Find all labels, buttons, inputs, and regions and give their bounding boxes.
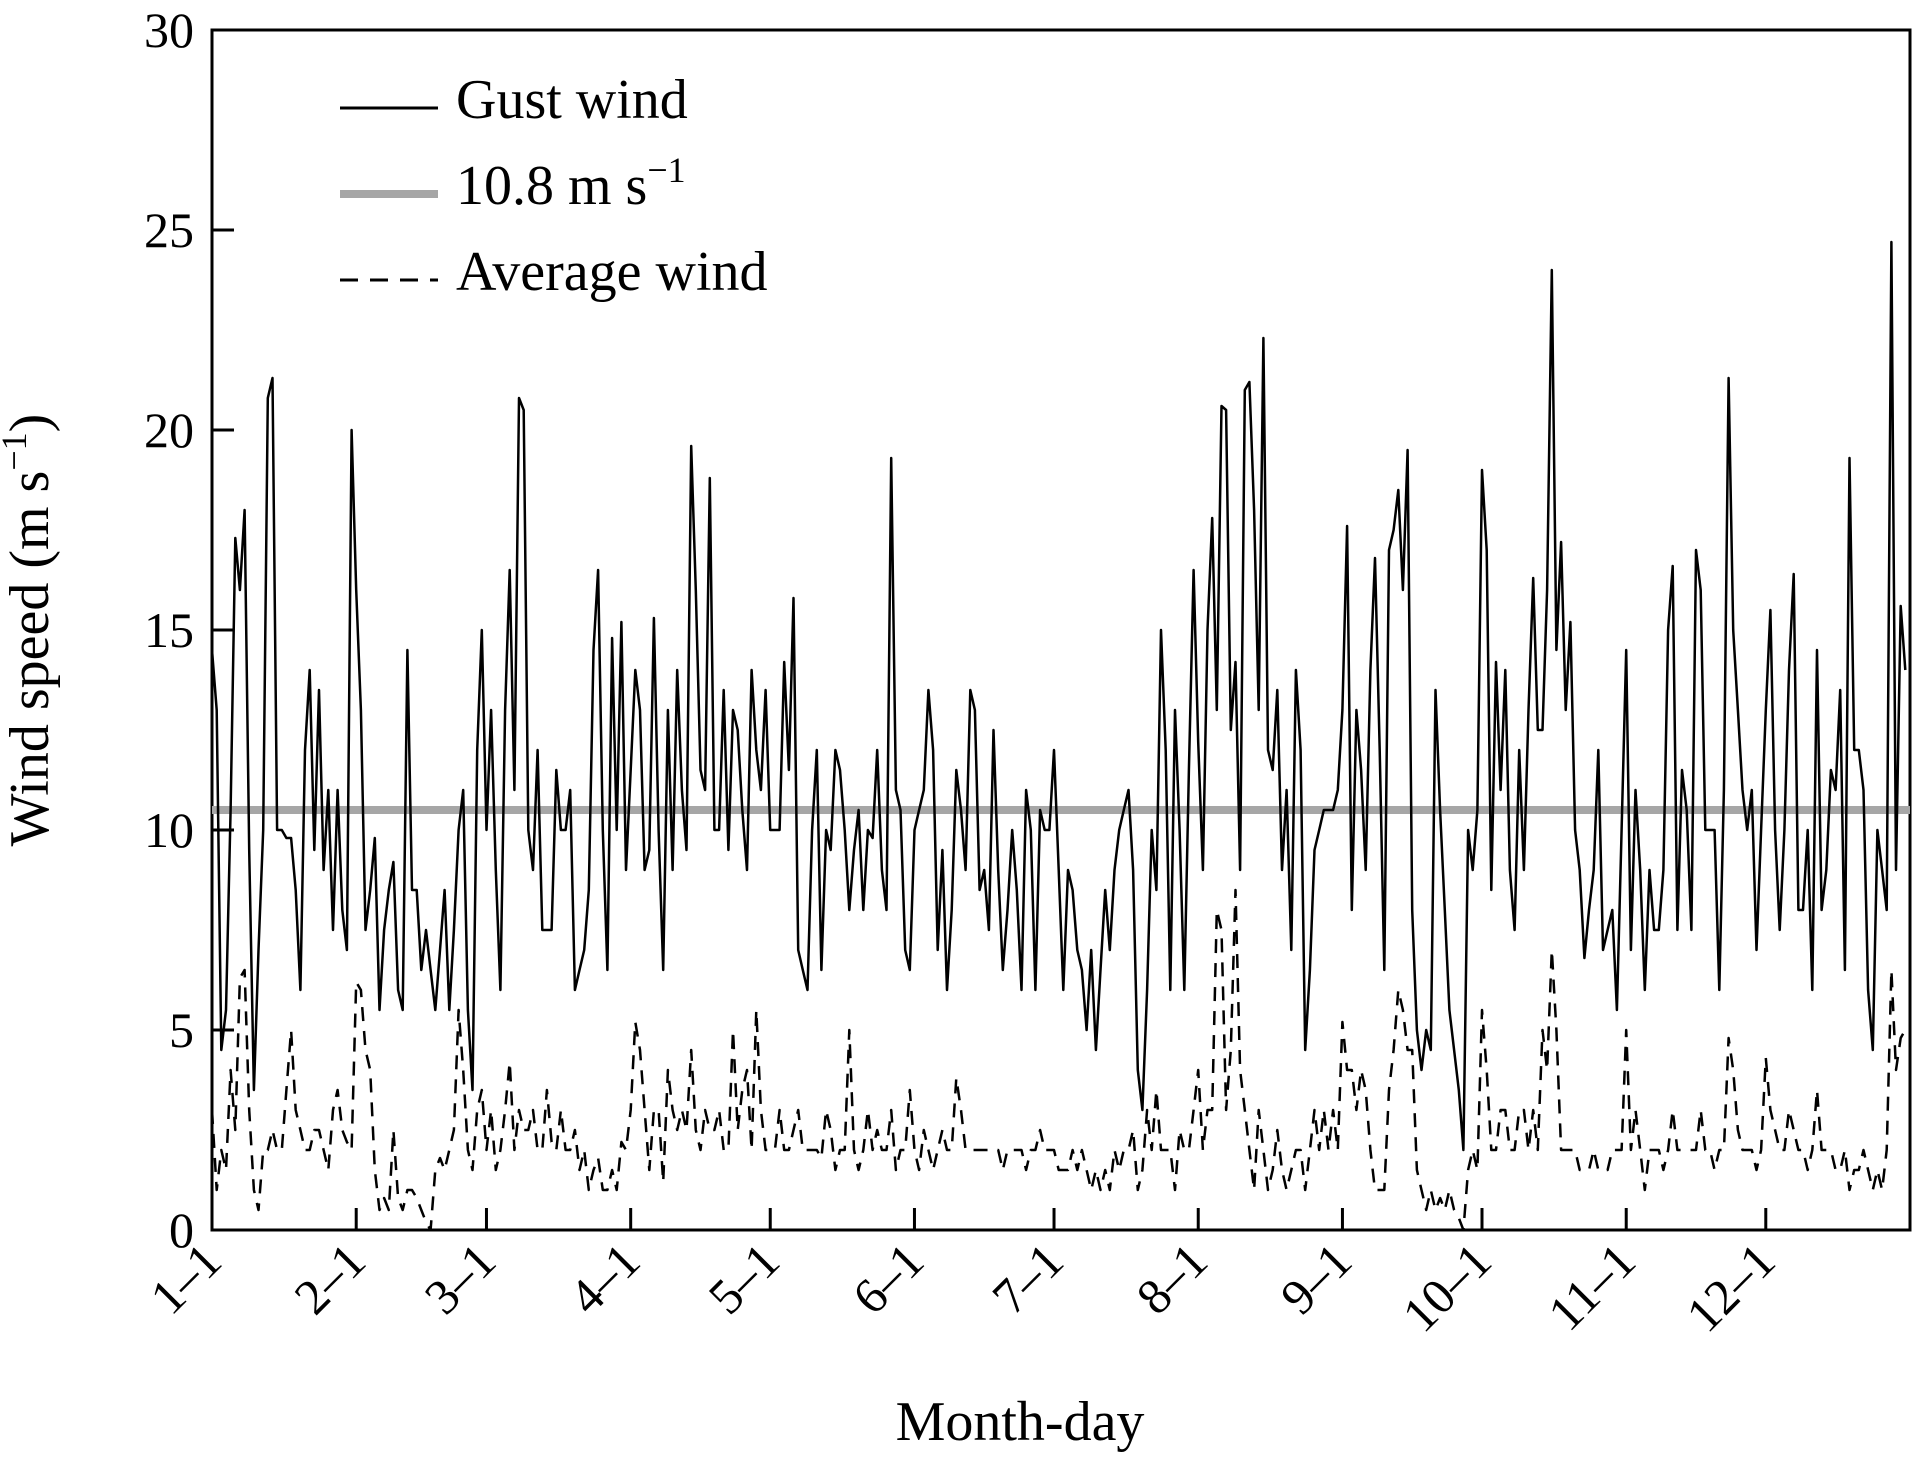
series-gust-wind-line bbox=[210, 240, 1907, 1152]
x-axis-ticks: 1–1 2–1 3–1 4–1 5–1 6–1 7–1 8–1 9–1 10–1 11–1 12–1 bbox=[139, 1208, 1786, 1342]
y-tick-label: 0 bbox=[169, 1202, 194, 1258]
x-tick-label: 3–1 bbox=[414, 1232, 507, 1325]
x-tick-label: 11–1 bbox=[1537, 1232, 1646, 1341]
legend: Gust wind 10.8 m s−1 Average wind bbox=[340, 69, 768, 303]
x-axis-title: Month-day bbox=[896, 1391, 1145, 1453]
y-tick-label: 15 bbox=[144, 602, 194, 658]
x-tick-label: 2–1 bbox=[283, 1232, 376, 1325]
x-tick-label: 8–1 bbox=[1125, 1232, 1218, 1325]
x-tick-label: 4–1 bbox=[558, 1232, 651, 1325]
y-axis-title-sup: −1 bbox=[0, 432, 34, 470]
x-tick-label: 5–1 bbox=[697, 1232, 790, 1325]
y-tick-label: 20 bbox=[144, 402, 194, 458]
legend-average-label: Average wind bbox=[456, 241, 768, 303]
x-tick-label: 12–1 bbox=[1675, 1232, 1785, 1342]
y-axis-title-main: Wind speed (m s bbox=[0, 471, 61, 847]
y-tick-label: 10 bbox=[144, 802, 194, 858]
legend-threshold-sup: −1 bbox=[647, 150, 685, 190]
x-tick-label: 10–1 bbox=[1391, 1232, 1501, 1342]
series-layer bbox=[210, 240, 1907, 1232]
legend-threshold-label: 10.8 m s−1 bbox=[456, 150, 686, 217]
y-axis-title: Wind speed (m s−1) bbox=[0, 414, 61, 847]
x-tick-label: 9–1 bbox=[1270, 1232, 1363, 1325]
x-tick-label: 6–1 bbox=[842, 1232, 935, 1325]
series-average-wind-line bbox=[210, 888, 1907, 1232]
legend-gust-label: Gust wind bbox=[456, 69, 688, 131]
y-tick-label: 5 bbox=[169, 1002, 194, 1058]
legend-threshold-text: 10.8 m s bbox=[456, 155, 647, 217]
y-tick-label: 30 bbox=[144, 2, 194, 58]
y-axis-ticks: 0 5 10 15 20 25 30 bbox=[144, 2, 234, 1258]
y-tick-label: 25 bbox=[144, 202, 194, 258]
y-axis-title-close: ) bbox=[0, 414, 61, 433]
x-tick-label: 7–1 bbox=[981, 1232, 1074, 1325]
x-tick-label: 1–1 bbox=[139, 1232, 232, 1325]
